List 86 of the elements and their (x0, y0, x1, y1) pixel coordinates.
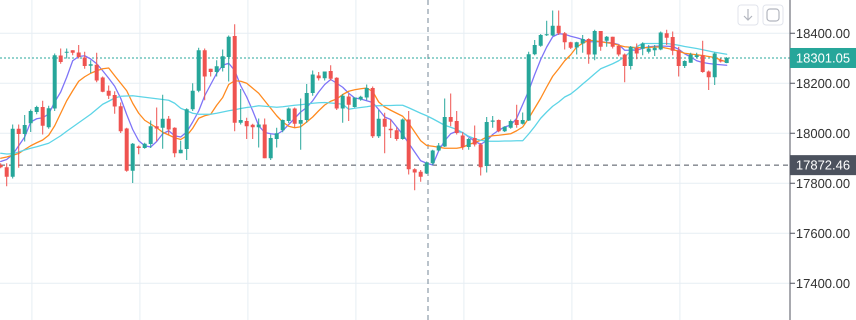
candlestick (478, 142, 483, 176)
candlestick (556, 10, 561, 36)
candlestick (58, 48, 63, 64)
candlestick (574, 41, 579, 55)
candlestick (376, 110, 381, 138)
candlestick (496, 119, 501, 133)
y-tick-label: 18200.00 (796, 76, 850, 91)
candlestick (652, 44, 657, 56)
candlestick (88, 60, 93, 74)
candlestick (670, 31, 675, 56)
candlestick (292, 107, 297, 128)
candlestick (4, 162, 9, 187)
candlestick (412, 168, 417, 191)
candlestick (700, 40, 705, 74)
candlestick (532, 40, 537, 56)
candlestick (586, 38, 591, 64)
candlestick (382, 112, 387, 154)
candlestick (520, 112, 525, 125)
candlestick (82, 51, 87, 70)
candlestick (214, 60, 219, 77)
candlestick (424, 161, 429, 174)
candlestick (298, 98, 303, 150)
candlestick (622, 53, 627, 83)
candlestick (16, 124, 21, 168)
candlestick (238, 88, 243, 125)
candlestick (448, 93, 453, 127)
candlestick (160, 94, 165, 150)
candlestick (76, 44, 81, 59)
candlestick (508, 119, 513, 130)
candlestick (268, 134, 273, 160)
candlestick (430, 149, 435, 166)
candlestick (664, 29, 669, 46)
candlestick (490, 116, 495, 128)
candlestick (676, 46, 681, 77)
candlestick (94, 52, 99, 83)
candlestick (466, 138, 471, 150)
candlestick (514, 104, 519, 128)
candlestick (106, 85, 111, 100)
candlestick (112, 90, 117, 114)
candlestick (472, 125, 477, 147)
candlestick (190, 82, 195, 112)
ref-line-label: 18301.05 (796, 50, 850, 66)
y-tick-label: 18000.00 (796, 126, 850, 141)
candlestick (394, 126, 399, 142)
candlestick (706, 70, 711, 90)
candlestick (280, 119, 285, 133)
candlestick (40, 100, 45, 135)
candlestick (256, 118, 261, 148)
candlestick (580, 34, 585, 54)
candlestick (418, 170, 423, 182)
y-tick-label: 17800.00 (796, 176, 850, 191)
candlestick (28, 109, 33, 132)
candlestick (244, 117, 249, 140)
candlestick (286, 107, 291, 124)
candlestick (538, 34, 543, 48)
candlestick (166, 116, 171, 135)
candlestick (562, 32, 567, 50)
candlestick (550, 10, 555, 36)
candlestick (340, 94, 345, 124)
y-tick-label: 18400.00 (796, 26, 850, 41)
candlestick (148, 120, 153, 148)
candlestick (388, 119, 393, 138)
candlestick (46, 105, 51, 130)
candlestick (178, 140, 183, 154)
candlestick (250, 123, 255, 140)
ref-line-label: 17872.46 (796, 158, 850, 173)
candlestick (658, 31, 663, 51)
y-tick-label: 17600.00 (796, 226, 850, 241)
candlestick (274, 127, 279, 148)
candlestick (640, 42, 645, 56)
candlestick (400, 118, 405, 140)
candlestick (328, 64, 333, 81)
candlestick (454, 110, 459, 135)
candlestick (364, 84, 369, 101)
candlestick (604, 36, 609, 48)
candlestick (544, 20, 549, 36)
candlestick (310, 70, 315, 96)
candlestick (634, 43, 639, 60)
candlestick (460, 132, 465, 150)
candlestick (346, 94, 351, 122)
candlestick (22, 114, 27, 142)
y-tick-label: 17400.00 (796, 276, 850, 291)
candlestick (100, 76, 105, 93)
candlestick (598, 30, 603, 52)
candlestick (352, 97, 357, 108)
candlestick (616, 44, 621, 57)
